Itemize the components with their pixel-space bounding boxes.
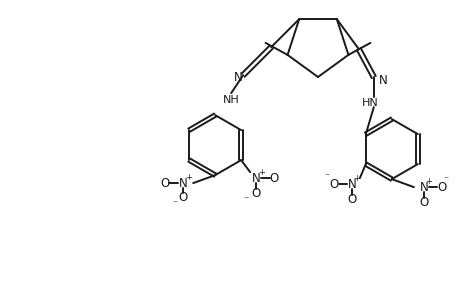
Text: ⁻: ⁻ [244, 195, 249, 205]
Text: O: O [419, 196, 429, 209]
Text: NH: NH [223, 95, 240, 105]
Text: O: O [179, 191, 188, 204]
Text: N: N [179, 177, 188, 190]
Text: ⁻: ⁻ [173, 199, 178, 209]
Text: O: O [252, 187, 261, 200]
Text: N: N [420, 180, 428, 194]
Text: +: + [258, 168, 264, 177]
Text: N: N [348, 178, 356, 191]
Text: O: O [437, 180, 447, 194]
Text: O: O [329, 178, 339, 191]
Text: ⁻: ⁻ [443, 175, 448, 185]
Text: +: + [425, 177, 432, 185]
Text: O: O [270, 172, 279, 185]
Text: N: N [252, 172, 261, 185]
Text: ⁻: ⁻ [324, 172, 329, 182]
Text: O: O [160, 177, 170, 190]
Text: HN: HN [362, 98, 378, 108]
Text: N: N [379, 74, 387, 87]
Text: O: O [347, 193, 357, 206]
Text: N: N [234, 71, 243, 84]
Text: +: + [353, 174, 360, 183]
Text: +: + [185, 173, 192, 182]
